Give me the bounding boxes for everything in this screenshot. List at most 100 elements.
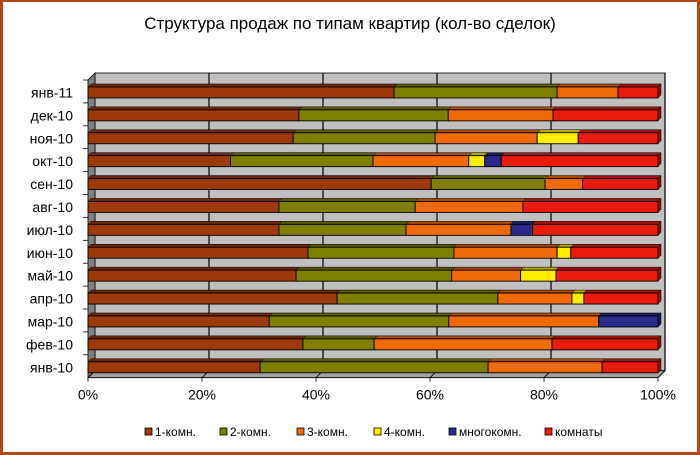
bar-segment: [87, 129, 297, 145]
bar-segment: [229, 152, 377, 168]
legend-swatch: [144, 427, 153, 436]
category-label: май-10: [28, 268, 74, 284]
bar-segment: [598, 312, 662, 328]
bar-segment: [87, 289, 341, 305]
bar-segment: [582, 174, 662, 191]
bar-segment: [268, 312, 453, 328]
bar-segment: [302, 335, 378, 351]
bar-segment: [87, 312, 273, 328]
x-tick-label: 40%: [302, 387, 330, 403]
bar-segment: [430, 175, 549, 191]
category-label: янв-10: [30, 359, 73, 375]
bar-segment: [570, 243, 662, 259]
bar-segment: [555, 266, 662, 282]
x-tick-labels: 0% 20% 40% 60% 80% 100%: [78, 387, 676, 403]
legend-label: 1-комн.: [155, 425, 196, 439]
bar-segment: [373, 335, 556, 351]
bar-row: [87, 83, 662, 99]
bar-segment: [520, 266, 560, 282]
bar-segment: [448, 312, 603, 328]
bar-segment: [87, 175, 435, 191]
bar-segment: [434, 129, 541, 145]
bar-segment: [500, 152, 662, 168]
bar-segment: [536, 129, 582, 145]
bar-segment: [259, 358, 492, 374]
category-labels: янв-11 дек-10 ноя-10 окт-10 сен-10 авг-10 июл-…: [26, 79, 88, 375]
category-label: апр-10: [30, 291, 74, 307]
legend-item: 1-комн.: [144, 425, 196, 439]
bar-segment: [556, 83, 622, 99]
bar-segment: [87, 106, 303, 122]
bar-segment: [87, 266, 300, 282]
bar-row: [87, 335, 662, 351]
bar-segment: [577, 129, 662, 145]
category-label: сен-10: [30, 176, 73, 192]
bar-segment: [278, 198, 419, 213]
x-tick-label: 100%: [640, 387, 676, 403]
bar-segment: [601, 358, 662, 374]
bar-segment: [292, 129, 439, 145]
legend-swatch: [544, 427, 553, 436]
bar-row: [87, 289, 662, 305]
bar-segment: [414, 198, 527, 213]
bar-segment: [447, 106, 557, 122]
bar-row: [87, 358, 662, 374]
floor-gridline: [657, 370, 666, 378]
category-label: авг-10: [32, 199, 73, 215]
category-label: фев-10: [26, 336, 73, 352]
bar-segment: [484, 152, 505, 168]
bar-segment: [451, 266, 525, 282]
legend: 1-комн. 2-комн. 3-комн. 4-комн. многокомн. ко…: [144, 425, 602, 439]
legend-item: 4-комн.: [373, 425, 425, 439]
category-label: мар-10: [28, 313, 74, 329]
bar-row: [87, 197, 662, 214]
category-label: июл-10: [27, 222, 74, 238]
legend-swatch: [296, 427, 305, 436]
bar-row: [87, 220, 662, 236]
bar-segment: [497, 289, 576, 305]
category-label: янв-11: [31, 84, 73, 100]
legend-item: 3-комн.: [296, 425, 348, 439]
bar-segment: [87, 152, 235, 168]
bar-segment: [583, 289, 662, 305]
chart-title: Структура продаж по типам квартир (кол-в…: [144, 14, 556, 33]
bar-segment: [87, 221, 283, 236]
bar-segment: [87, 244, 312, 259]
bar-row: [87, 129, 662, 145]
bar-row: [87, 266, 662, 282]
bar-segment: [393, 83, 561, 99]
legend-label: 4-комн.: [384, 425, 425, 439]
category-label: окт-10: [32, 153, 73, 169]
legend-label: комнаты: [555, 425, 602, 439]
x-tick-label: 60%: [416, 387, 444, 403]
bars: [87, 83, 662, 374]
bar-segment: [372, 152, 473, 168]
bar-row: [87, 152, 662, 168]
bar-segment: [278, 221, 410, 236]
legend-label: многокомн.: [459, 425, 522, 439]
bar-segment: [551, 335, 662, 351]
bar-segment: [522, 197, 662, 214]
bar-row: [87, 312, 662, 328]
bar-segment: [87, 358, 264, 374]
legend-swatch: [448, 427, 457, 436]
bar-segment: [87, 198, 283, 213]
bar-row: [87, 106, 662, 122]
bar-segment: [307, 244, 458, 259]
x-tick-label: 80%: [530, 387, 558, 403]
category-label: дек-10: [31, 107, 74, 123]
bar-segment: [298, 106, 452, 122]
category-label: июн-10: [27, 245, 74, 261]
x-tick-label: 20%: [188, 387, 216, 403]
bar-row: [87, 174, 662, 191]
bar-segment: [544, 175, 587, 191]
bar-segment: [510, 221, 537, 236]
bar-segment: [336, 289, 502, 305]
category-label: ноя-10: [30, 130, 74, 146]
bar-row: [87, 243, 662, 259]
bar-segment: [87, 83, 398, 99]
bar-segment: [487, 358, 606, 374]
legend-item: 2-комн.: [219, 425, 271, 439]
legend-label: 2-комн.: [230, 425, 271, 439]
